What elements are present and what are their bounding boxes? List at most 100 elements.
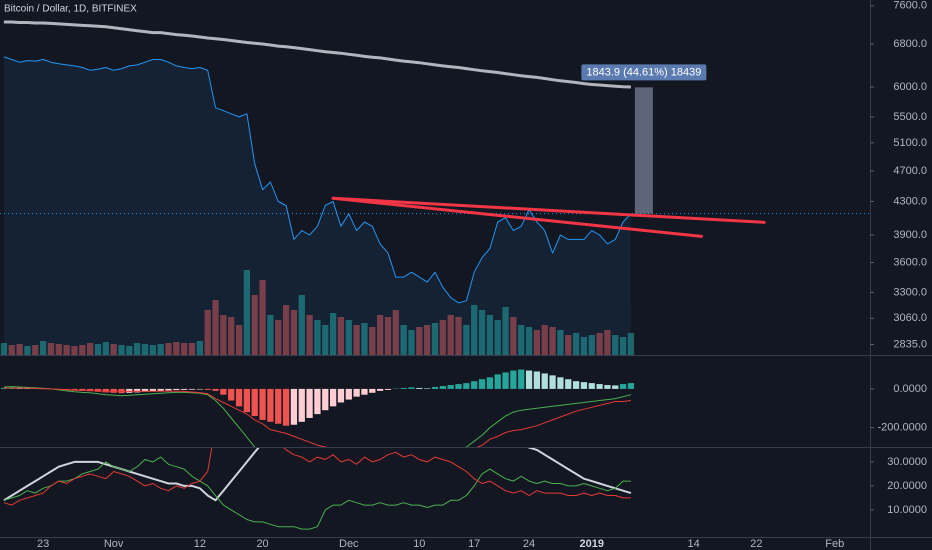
volume-bar <box>275 320 282 355</box>
series-line <box>3 447 631 506</box>
volume-bar <box>322 325 329 355</box>
y-tick-label: 7600.0 <box>893 0 927 12</box>
volume-bar <box>486 315 493 355</box>
histogram-bar <box>494 374 501 389</box>
histogram-bar <box>267 388 274 422</box>
chart-title: Bitcoin / Dollar, 1D, BITFINEX <box>4 4 137 15</box>
volume-bar <box>361 323 368 355</box>
volume-bar <box>314 320 321 355</box>
volume-bar <box>235 325 243 355</box>
volume-bar <box>627 333 635 355</box>
volume-bar <box>181 343 188 355</box>
volume-bar <box>298 295 305 355</box>
volume-bar <box>173 342 180 355</box>
histogram-bar <box>329 388 337 407</box>
volume-bar <box>259 280 266 355</box>
volume-bar <box>251 295 258 355</box>
volume-bar <box>478 310 486 355</box>
series-line <box>3 20 631 89</box>
x-tick-label: 10 <box>413 538 425 550</box>
histogram-bar <box>94 388 102 392</box>
trendline <box>331 196 703 238</box>
histogram-bar <box>149 388 156 392</box>
x-tick-label: 22 <box>750 538 762 550</box>
volume-bar <box>102 342 109 355</box>
histogram-bar <box>0 387 8 389</box>
x-tick-label: Dec <box>339 538 359 550</box>
volume-bar <box>502 307 509 355</box>
volume-bar <box>510 317 517 355</box>
volume-bar <box>612 335 619 355</box>
volume-bar <box>24 346 31 355</box>
dmi-pane <box>3 447 632 530</box>
x-tick-label: 23 <box>37 538 49 550</box>
volume-bar <box>126 346 133 355</box>
volume-bar <box>204 310 211 355</box>
volume-bar <box>596 333 603 355</box>
volume-bar <box>549 327 556 355</box>
volume-bar <box>353 325 360 355</box>
histogram-bar <box>298 388 305 422</box>
volume-bar <box>188 343 196 355</box>
histogram-bar <box>384 388 392 390</box>
histogram-bar <box>353 388 360 397</box>
volume-bar <box>494 320 501 355</box>
histogram-bar <box>71 388 78 391</box>
y-tick-label: 0.0000 <box>893 383 927 395</box>
histogram-bar <box>486 377 493 389</box>
volume-bar <box>439 320 446 355</box>
volume-bar <box>604 330 611 355</box>
volume-bar <box>431 323 439 355</box>
histogram-bar <box>361 388 368 395</box>
volume-bar <box>557 330 564 355</box>
histogram-bar <box>102 388 109 393</box>
histogram-bar <box>369 388 376 393</box>
histogram-bar <box>259 388 266 420</box>
volume-bar <box>533 330 541 355</box>
histogram-bar <box>549 375 556 389</box>
histogram-bar <box>314 388 321 415</box>
volume-bar <box>71 346 78 355</box>
histogram-bar <box>604 385 611 389</box>
histogram-bar <box>282 388 290 426</box>
histogram-bar <box>510 370 517 389</box>
measure-label-box <box>581 64 707 81</box>
histogram-bar <box>439 386 446 389</box>
histogram-bar <box>377 388 384 391</box>
volume-bar <box>377 315 384 355</box>
y-tick-label: 3300.0 <box>893 286 927 298</box>
histogram-bar <box>408 387 415 389</box>
y-tick-label: -200.0000 <box>877 422 927 434</box>
histogram-bar <box>525 370 533 389</box>
histogram-bar <box>126 388 133 393</box>
volume-bar <box>118 345 125 355</box>
histogram-bar <box>596 384 603 389</box>
volume-bar <box>455 317 462 355</box>
measure-range <box>634 87 653 214</box>
histogram-bar <box>251 388 258 417</box>
volume-bar <box>337 317 345 355</box>
x-tick-label: 20 <box>256 538 268 550</box>
histogram-bar <box>306 388 313 418</box>
x-tick-label: 14 <box>688 538 700 550</box>
histogram-bar <box>157 388 164 391</box>
histogram-bar <box>502 372 509 389</box>
histogram-bar <box>619 384 627 389</box>
volume-bar <box>165 343 172 355</box>
histogram-bar <box>431 386 439 389</box>
macd-pane <box>0 369 635 447</box>
histogram-bar <box>541 373 548 389</box>
volume-bar <box>141 344 149 355</box>
y-tick-label: 5100.0 <box>893 137 927 149</box>
histogram-bar <box>424 388 431 389</box>
volume-bar <box>572 333 580 355</box>
series-line <box>3 456 631 530</box>
histogram-bar <box>612 385 619 389</box>
volume-bar <box>16 344 23 355</box>
y-tick-label: 5500.0 <box>893 111 927 123</box>
volume-bar <box>243 270 251 355</box>
price-pane <box>0 20 870 355</box>
histogram-bar <box>141 388 149 392</box>
y-tick-label: 10.0000 <box>887 504 927 516</box>
